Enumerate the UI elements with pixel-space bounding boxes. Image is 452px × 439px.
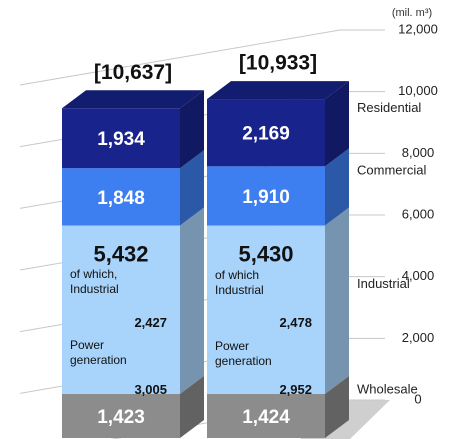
bar-side xyxy=(325,375,349,438)
value-label: 1,934 xyxy=(97,129,145,150)
bar-side xyxy=(180,90,204,169)
value-label: 2,169 xyxy=(242,124,290,145)
bar xyxy=(207,225,325,394)
bar xyxy=(62,168,180,226)
value-label: 1,910 xyxy=(242,187,290,208)
annotation-value: 2,427 xyxy=(134,315,167,330)
bar xyxy=(62,225,180,394)
bar-side xyxy=(325,148,349,226)
total-label: [10,637] xyxy=(94,61,172,84)
legend-label: Residential xyxy=(357,100,421,115)
legend-label: Industrial xyxy=(357,276,410,291)
bar xyxy=(62,393,180,438)
bar-top xyxy=(62,90,204,109)
annotation-text: Power generation xyxy=(70,338,127,368)
bar xyxy=(207,166,325,226)
y-tick-label: 0 xyxy=(414,391,421,406)
bar xyxy=(62,108,180,169)
annotation-text: of which Industrial xyxy=(215,267,264,297)
bar-side xyxy=(180,207,204,394)
value-label: 1,848 xyxy=(97,188,145,209)
unit-label: (mil. m³) xyxy=(392,7,432,19)
value-label: 5,430 xyxy=(238,241,293,266)
total-label: [10,933] xyxy=(239,52,317,75)
bar xyxy=(207,393,325,438)
bar xyxy=(207,99,325,167)
y-tick-label: 8,000 xyxy=(402,145,435,160)
annotation-value: 3,005 xyxy=(134,382,167,397)
y-tick-label: 2,000 xyxy=(402,330,435,345)
value-label: 1,423 xyxy=(97,407,145,428)
bar-top xyxy=(207,81,349,100)
bar-side xyxy=(325,81,349,167)
annotation-value: 2,478 xyxy=(279,315,312,330)
annotation-value: 2,952 xyxy=(279,382,312,397)
bar-side xyxy=(180,375,204,438)
bar-side xyxy=(325,207,349,394)
y-tick-label: 4,000 xyxy=(402,268,435,283)
legend-label: Wholesale xyxy=(357,381,418,396)
bar-side xyxy=(180,150,204,226)
value-label: 1,424 xyxy=(242,407,290,428)
legend-label: Commercial xyxy=(357,163,426,178)
grid-line xyxy=(19,29,385,86)
y-tick-label: 6,000 xyxy=(402,206,435,221)
y-tick-label: 12,000 xyxy=(398,21,438,36)
y-tick-label: 10,000 xyxy=(398,83,438,98)
value-label: 5,432 xyxy=(93,241,148,266)
annotation-text: of which, Industrial xyxy=(70,267,119,297)
annotation-text: Power generation xyxy=(215,338,272,368)
